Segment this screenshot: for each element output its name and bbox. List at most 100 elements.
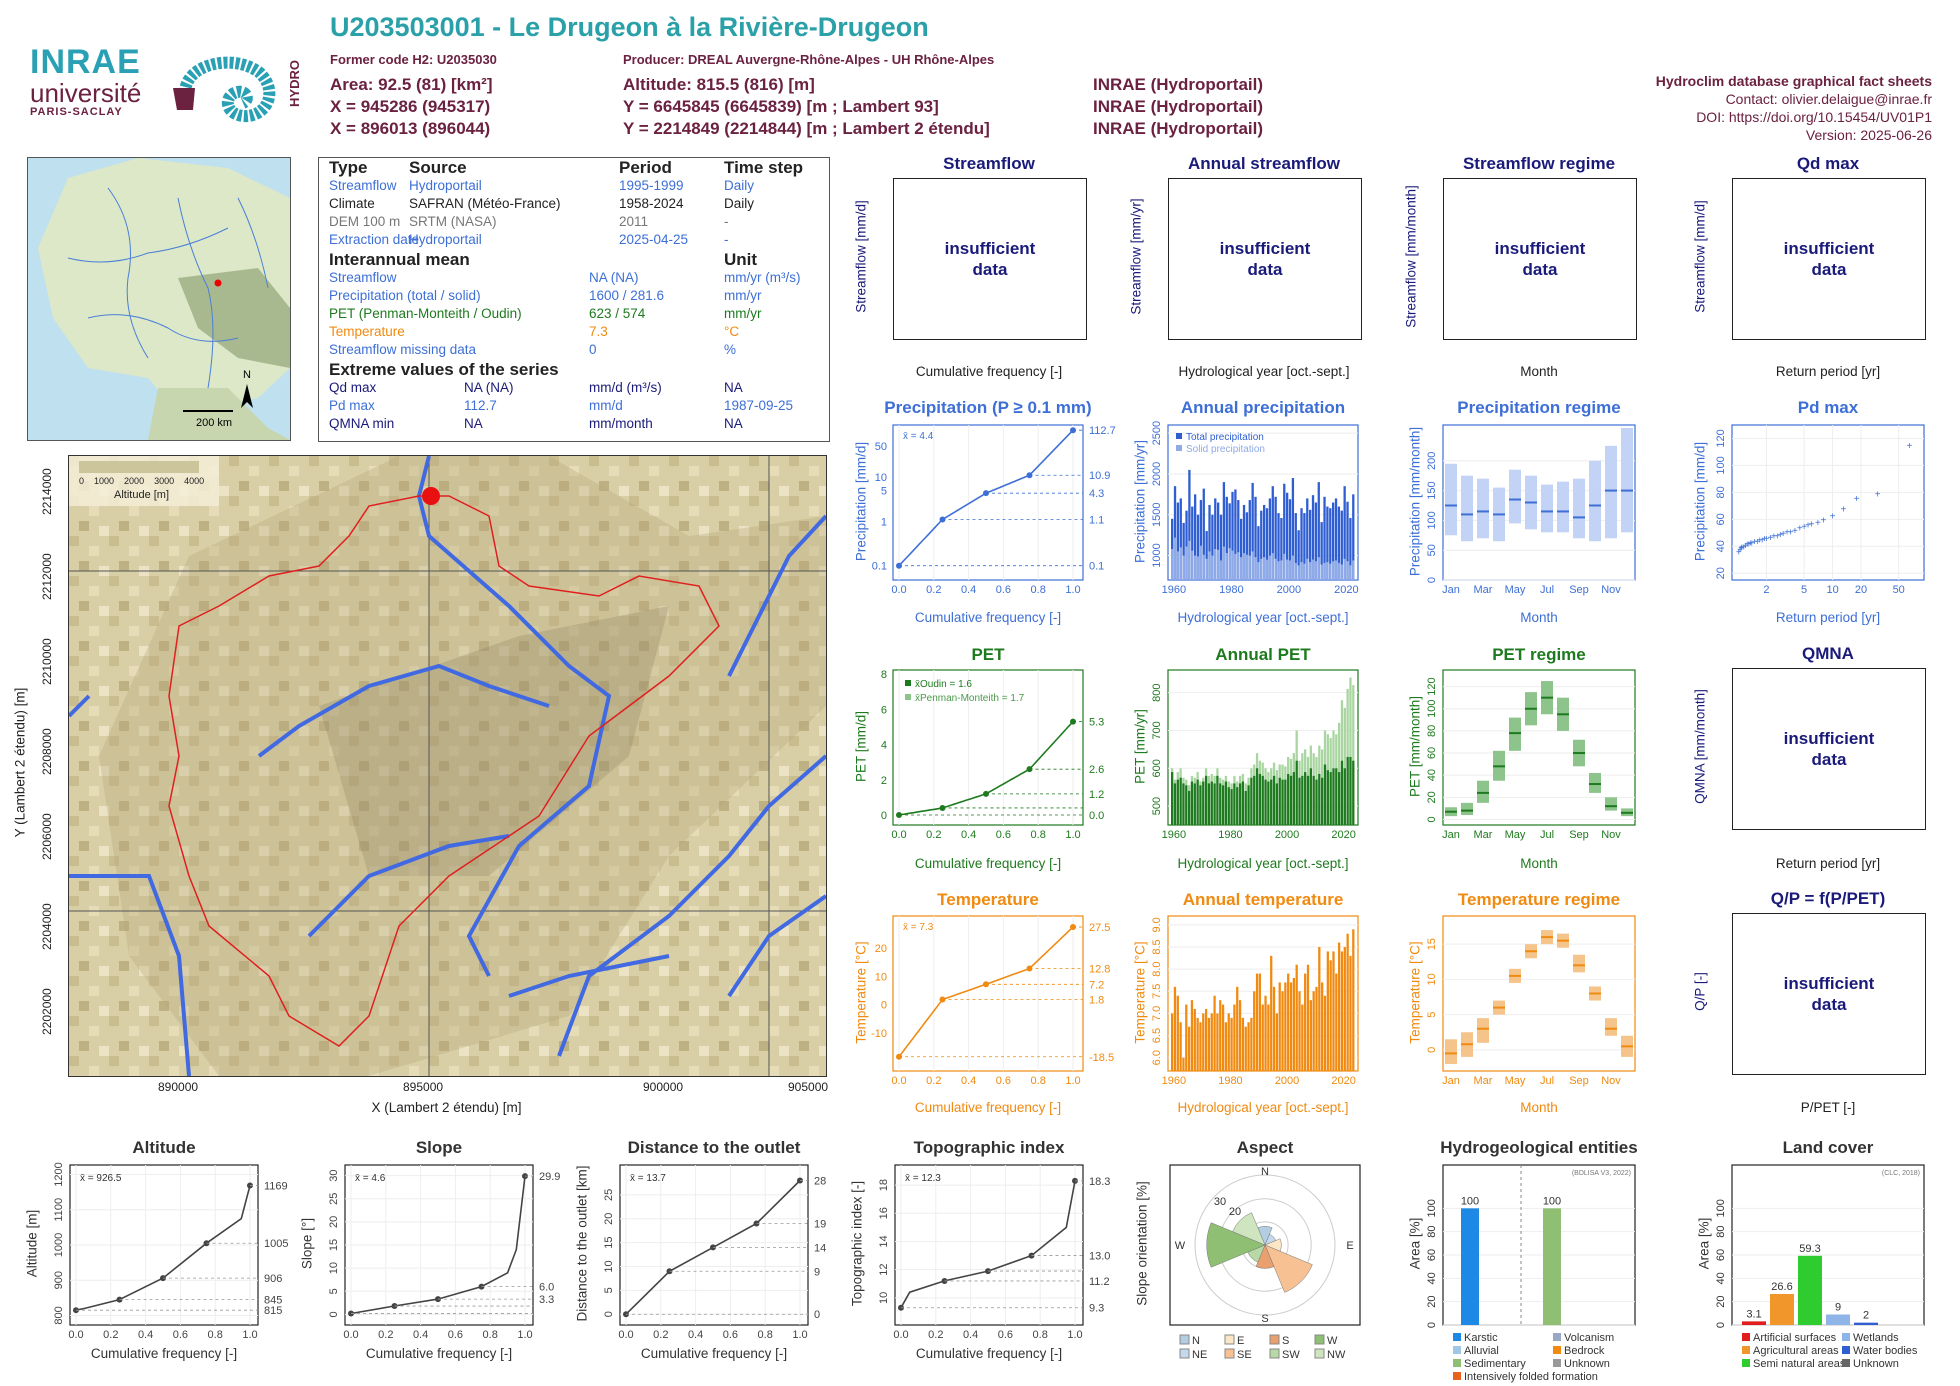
info-row-step: - <box>724 232 729 247</box>
landcover-legend-swatch <box>1842 1359 1850 1367</box>
tick-label: 3.3 <box>539 1294 554 1306</box>
tick-label: 6.0 <box>1151 1050 1163 1065</box>
info-extreme-label: Pd max <box>329 398 375 413</box>
tick-label: 40 <box>1715 1272 1727 1284</box>
pet-legend-oudin: x̄Oudin = 1.6 <box>915 679 972 690</box>
tick-label: 9.3 <box>1089 1303 1104 1315</box>
tick-label: 1500 <box>1151 502 1163 526</box>
tick-label: 60 <box>1426 1249 1438 1261</box>
pd-max-point: + <box>1767 533 1773 544</box>
annual-bar-solid <box>1234 553 1237 580</box>
info-row-period: 2025-04-25 <box>619 232 689 247</box>
annual-bar-total <box>1311 495 1315 580</box>
tick-label: 6.0 <box>539 1282 554 1294</box>
annual-bar-solid <box>1182 555 1185 580</box>
tick-label: 0.8 <box>1031 1075 1046 1087</box>
tick-label: 845 <box>264 1295 282 1307</box>
annual-bar-total <box>1242 504 1246 580</box>
pd-max-point: + <box>1907 441 1913 452</box>
tick-label: 1.0 <box>1065 829 1080 841</box>
annual-bar-total <box>1340 510 1343 580</box>
annual-bar-solid <box>1283 553 1286 580</box>
annual-bar <box>1227 1013 1230 1071</box>
annual-bar-total <box>1309 509 1312 580</box>
hydrogeo-bar-label: 100 <box>1543 1195 1561 1207</box>
annual-bar-oudin <box>1272 775 1276 825</box>
annual-bar <box>1287 973 1290 1071</box>
logo-univ-text: université <box>30 78 142 108</box>
tick-label: 1960 <box>1162 829 1186 841</box>
precip-legend-solid-swatch <box>1176 445 1182 451</box>
regime-box-inner <box>1573 496 1585 527</box>
pd-max-point: + <box>1815 518 1821 529</box>
map-xtick: 900000 <box>643 1080 684 1094</box>
tick-label: 20 <box>603 1213 615 1225</box>
info-mean-unit: °C <box>724 324 740 339</box>
annual-bar <box>1230 1017 1233 1071</box>
streamflow-title: Streamflow <box>943 154 1035 173</box>
altitude-legend-tick: 0 <box>79 476 85 486</box>
pet-ylabel: PET [mm/d] <box>853 710 869 782</box>
info-extreme-date: NA <box>724 380 743 395</box>
annual-bar <box>1275 1013 1279 1071</box>
landcover-legend-swatch <box>1842 1346 1850 1354</box>
pd-max-point: + <box>1743 541 1749 552</box>
tick-label: 29.9 <box>539 1171 560 1183</box>
temp-point <box>1070 924 1076 931</box>
slope-title: Slope <box>415 1138 463 1157</box>
annual-bar <box>1304 973 1307 1071</box>
info-extreme-value: NA (NA) <box>464 380 514 395</box>
annual-bar-solid <box>1176 551 1180 580</box>
annual-bar-total <box>1225 496 1228 580</box>
annual-bar <box>1213 995 1216 1071</box>
landcover-bar-label: 26.6 <box>1771 1281 1792 1293</box>
precip-point <box>1070 427 1076 434</box>
tick-label: 0.6 <box>723 1329 738 1341</box>
streamflow_regime-title: Streamflow regime <box>1462 154 1616 173</box>
annual-bar-solid <box>1265 559 1269 580</box>
annual-bar-oudin <box>1210 781 1213 825</box>
annual-bar-solid <box>1237 552 1240 580</box>
annual-bar-total <box>1182 522 1185 580</box>
landcover-legend-swatch <box>1742 1346 1750 1354</box>
aspect-sector <box>1255 1244 1275 1269</box>
annual-bar-solid <box>1303 563 1306 580</box>
landcover-bar <box>1770 1293 1794 1325</box>
annual-bar-total <box>1306 498 1309 580</box>
annual_precip-xlabel: Hydrological year [oct.-sept.] <box>1177 610 1349 625</box>
landcover-title: Land cover <box>1782 1138 1874 1157</box>
tick-label: 500 <box>1151 797 1163 815</box>
tick-label: 0.8 <box>758 1329 773 1341</box>
tick-label: 1005 <box>264 1238 288 1250</box>
annual-bar <box>1171 1013 1174 1071</box>
precip-point <box>896 562 902 569</box>
annual-bar-oudin <box>1247 785 1250 825</box>
pet_regime-title: PET regime <box>1492 645 1586 664</box>
pd-max-point: + <box>1752 537 1758 548</box>
regime-box-inner <box>1525 699 1537 715</box>
station-location-marker <box>214 279 222 287</box>
tick-label: 1200 <box>53 1162 65 1186</box>
tick-label: 0 <box>1426 816 1438 822</box>
annual-bar-total <box>1291 478 1295 580</box>
y-l2: Y = 2214849 (2214844) [m ; Lambert 2 éte… <box>623 119 990 138</box>
tick-label: Mar <box>1474 1075 1493 1087</box>
annual-bar <box>1224 1022 1228 1071</box>
annual-bar-total <box>1202 488 1205 580</box>
pet-legend-oudin-swatch <box>905 680 911 686</box>
hydrogeo-bar <box>1461 1208 1479 1325</box>
annual-bar-solid <box>1217 549 1220 580</box>
annual-bar-total <box>1240 518 1243 580</box>
annual-bar <box>1335 973 1338 1071</box>
annual-bar-solid <box>1297 565 1300 580</box>
tick-label: Wetlands <box>1853 1332 1899 1344</box>
tick-label: 1.0 <box>792 1329 807 1341</box>
annual-bar-oudin <box>1264 779 1267 825</box>
pet_regime-plot-frame <box>1442 669 1636 826</box>
tick-label: 1980 <box>1218 1075 1242 1087</box>
tick-label: 13.0 <box>1089 1251 1110 1263</box>
qp-xlabel: P/PET [-] <box>1800 1100 1856 1115</box>
temp-point <box>983 981 989 988</box>
qd_max-xlabel: Return period [yr] <box>1775 364 1881 379</box>
info-header-unit: Unit <box>724 250 758 269</box>
